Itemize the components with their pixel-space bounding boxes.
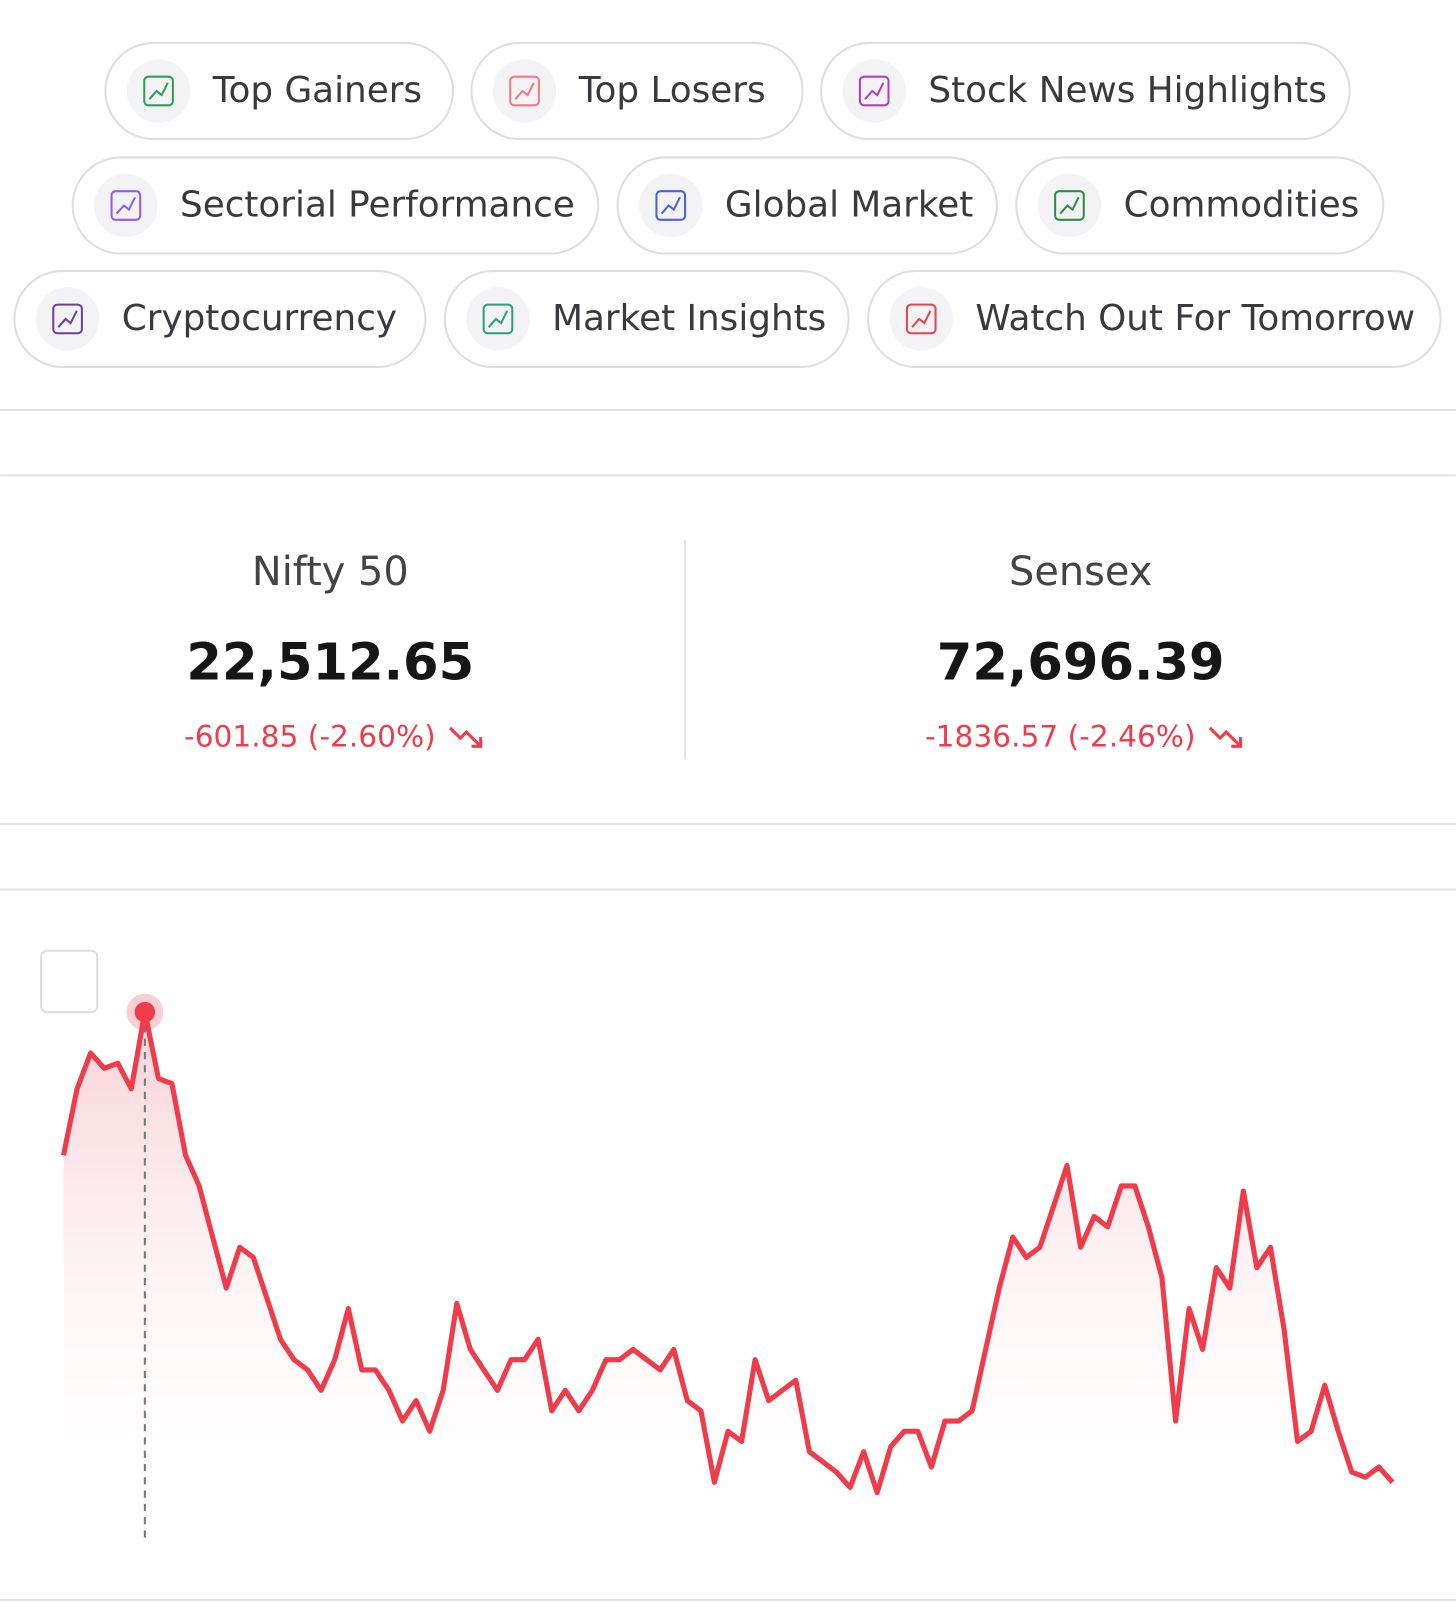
pill-icon	[482, 303, 514, 335]
pill-button[interactable]: Market Insights	[443, 269, 850, 369]
pill-button[interactable]: Watch Out For Tomorrow	[867, 269, 1442, 369]
pill-button[interactable]: Global Market	[616, 156, 998, 255]
pill-icon-bg	[466, 287, 530, 351]
hover-point	[134, 1001, 156, 1023]
pill-icon-glyph	[57, 310, 78, 328]
pill-outline	[867, 269, 1442, 369]
index-value: 22,512.65	[186, 634, 474, 693]
pill-label: Top Losers	[578, 70, 766, 111]
index-value: 72,696.39	[937, 634, 1225, 693]
pill-icon	[143, 75, 174, 107]
pill-button[interactable]: Top Losers	[470, 41, 804, 141]
pill-icon-bg	[94, 173, 158, 238]
index-change: -1836.57 (-2.46%)	[925, 719, 1196, 754]
price-line	[60, 1009, 1395, 1496]
pill-outline	[443, 269, 850, 369]
pill-outline	[13, 269, 427, 369]
pill-icon-glyph	[911, 310, 932, 328]
pill-icon-glyph	[514, 82, 535, 100]
index-change: -601.85 (-2.60%)	[184, 719, 436, 754]
pill-label: Cryptocurrency	[122, 298, 397, 339]
pill-icon-bg	[639, 173, 703, 238]
pill-outline	[470, 41, 804, 141]
pill-icon	[905, 303, 937, 335]
pill-icon	[1054, 190, 1085, 221]
pill-outline	[71, 156, 600, 255]
pill-icon-glyph	[1059, 196, 1080, 215]
pill-icon-bg	[126, 59, 191, 123]
pill-button[interactable]: Commodities	[1015, 156, 1385, 255]
pill-icon-glyph	[660, 196, 681, 215]
pill-icon-bg	[1037, 173, 1102, 238]
dividers	[0, 408, 1456, 1601]
pill-label: Watch Out For Tomorrow	[975, 298, 1415, 339]
pill-icon-glyph	[148, 82, 169, 100]
index-name: Nifty 50	[252, 549, 409, 595]
pill-label: Commodities	[1124, 185, 1360, 226]
pill-label: Market Insights	[552, 298, 826, 339]
pill-icon-glyph	[115, 196, 136, 215]
pill-icon	[52, 303, 83, 335]
pill-button[interactable]: Top Gainers	[104, 41, 455, 141]
pill-label: Sectorial Performance	[180, 185, 575, 226]
pill-icon-glyph	[488, 310, 509, 328]
pill-label: Global Market	[725, 185, 973, 226]
pill-button[interactable]: Sectorial Performance	[71, 156, 600, 255]
down-arrow-icon	[1208, 726, 1243, 748]
pill-icon	[655, 190, 687, 221]
pill-icon-glyph	[864, 82, 885, 100]
pill-button[interactable]: Cryptocurrency	[13, 269, 427, 369]
pill-outline	[820, 41, 1351, 141]
pill-icon	[858, 75, 890, 107]
pill-icon-bg	[842, 59, 906, 123]
pill-button[interactable]: Stock News Highlights	[820, 41, 1351, 141]
index-name: Sensex	[1009, 549, 1152, 595]
tooltip-box	[39, 949, 99, 1014]
pill-icon-bg	[889, 287, 953, 351]
pill-outline	[616, 156, 998, 255]
area-fill	[63, 1012, 1393, 1544]
down-arrow-icon	[448, 726, 483, 748]
pill-icon	[509, 75, 540, 107]
pill-outline	[1015, 156, 1385, 255]
pill-icon-bg	[492, 59, 557, 123]
pill-label: Top Gainers	[212, 70, 422, 111]
pill-icon	[110, 190, 142, 221]
pill-outline	[104, 41, 455, 141]
pill-label: Stock News Highlights	[928, 70, 1326, 111]
pill-icon-bg	[35, 287, 100, 351]
